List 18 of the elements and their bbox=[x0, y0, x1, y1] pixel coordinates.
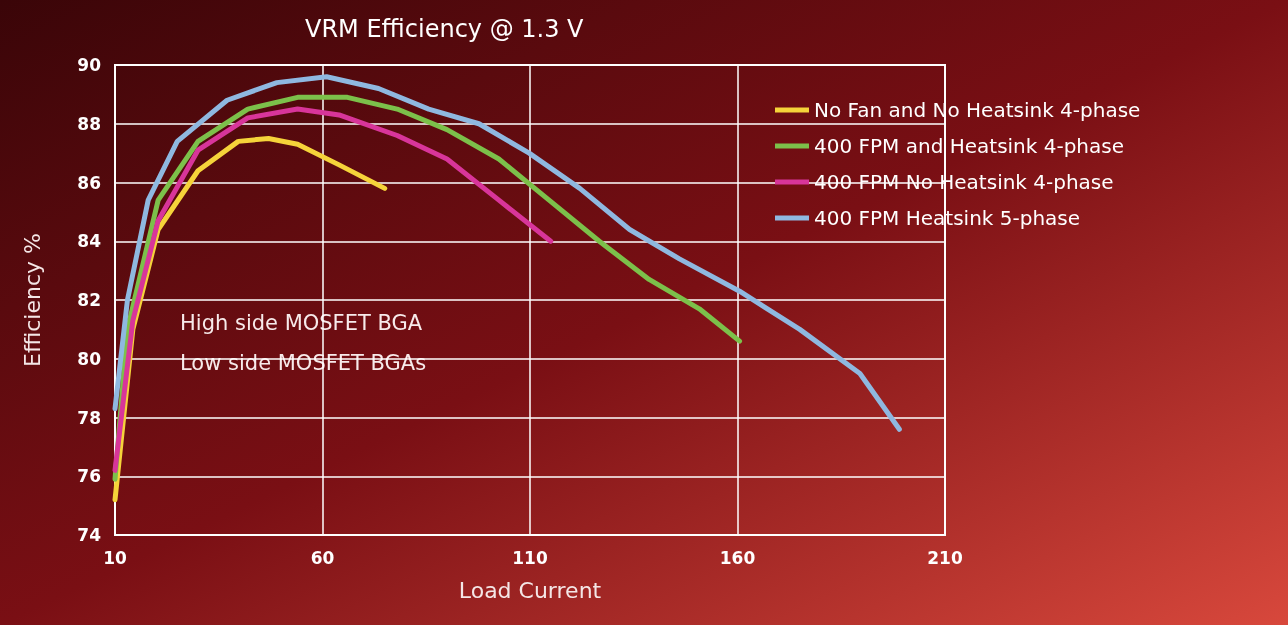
y-tick-label: 82 bbox=[77, 290, 101, 310]
x-tick-label: 110 bbox=[512, 547, 548, 568]
legend-label: 400 FPM and Heatsink 4-phase bbox=[814, 134, 1125, 158]
x-tick-label: 160 bbox=[719, 547, 756, 568]
x-tick-label: 10 bbox=[103, 547, 127, 568]
y-axis-title: Efficiency % bbox=[19, 233, 45, 367]
y-tick-label: 84 bbox=[77, 231, 102, 252]
x-axis-title: Load Current bbox=[458, 577, 602, 603]
y-tick-label: 78 bbox=[77, 407, 101, 428]
y-tick-label: 80 bbox=[77, 348, 102, 369]
y-tick-label: 74 bbox=[77, 525, 102, 545]
chart-title: VRM Efficiency @ 1.3 V bbox=[305, 15, 585, 43]
y-tick-label: 86 bbox=[77, 172, 101, 193]
y-tick-label: 88 bbox=[77, 113, 101, 134]
y-tick-label: 90 bbox=[77, 55, 102, 75]
x-tick-label: 60 bbox=[310, 547, 335, 568]
x-tick-label: 210 bbox=[927, 547, 963, 568]
y-tick-label: 76 bbox=[77, 466, 101, 487]
